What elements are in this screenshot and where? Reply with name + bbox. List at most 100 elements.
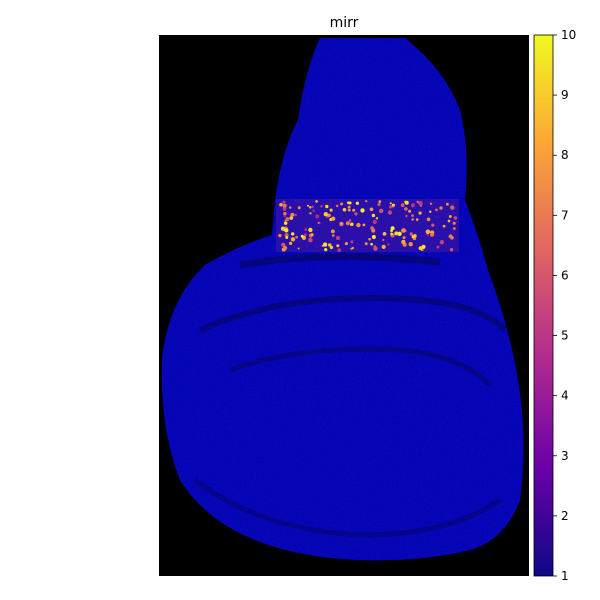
expression-cell <box>291 232 295 236</box>
expression-cell <box>340 222 343 225</box>
expression-cell <box>279 202 283 207</box>
expression-band-cells <box>278 200 458 253</box>
expression-cell <box>350 222 354 227</box>
expression-cell <box>415 218 419 221</box>
expression-cell <box>342 207 347 212</box>
expression-cell <box>373 246 378 251</box>
expression-cell <box>337 248 342 253</box>
expression-cell <box>335 204 339 208</box>
expression-cell <box>322 242 328 247</box>
tissue-fold-3 <box>193 478 502 538</box>
expression-cell <box>284 233 289 238</box>
colorbar-tick-label: 8 <box>561 148 569 162</box>
expression-cell <box>311 205 314 208</box>
expression-cell <box>418 211 422 215</box>
expression-cell <box>387 243 390 246</box>
expression-cell <box>362 223 366 227</box>
expression-cell <box>308 206 312 209</box>
colorbar-ticks: 1 2 3 4 5 6 7 8 9 10 <box>553 28 576 583</box>
expression-cell <box>436 245 440 249</box>
expression-cell <box>345 221 350 226</box>
expression-cell <box>411 203 415 208</box>
expression-cell <box>365 200 368 203</box>
expression-cell <box>416 200 419 203</box>
expression-cell <box>315 214 320 219</box>
expression-cell <box>350 240 354 244</box>
expression-cell <box>284 215 287 218</box>
expression-cell <box>282 203 287 208</box>
expression-cell <box>307 204 309 207</box>
expression-cell <box>350 247 353 250</box>
expression-cell <box>278 233 282 238</box>
expression-cell <box>371 228 376 233</box>
expression-cell <box>387 210 393 215</box>
expression-cell <box>303 233 307 237</box>
expression-cell <box>382 239 385 241</box>
expression-cell <box>401 239 406 245</box>
expression-cell <box>445 202 449 206</box>
expression-cell <box>352 208 356 212</box>
expression-cell <box>400 203 405 208</box>
expression-cell <box>288 206 292 209</box>
expression-cell <box>421 244 426 249</box>
expression-cell <box>308 227 313 233</box>
expression-cell <box>411 218 414 221</box>
expression-cell <box>429 202 433 205</box>
expression-cell <box>315 200 318 203</box>
expression-cell <box>347 205 351 209</box>
expression-cell <box>452 227 456 230</box>
tissue-fold-4 <box>239 253 441 269</box>
expression-cell <box>308 237 313 243</box>
colorbar-tick-label: 2 <box>561 509 569 523</box>
expression-cell <box>312 209 315 213</box>
expression-cell <box>389 205 393 209</box>
expression-cell <box>378 200 382 204</box>
expression-cell <box>323 212 328 217</box>
expression-cell <box>310 233 314 237</box>
expression-cell <box>297 247 300 250</box>
expression-cell <box>404 207 408 211</box>
expression-cell <box>453 216 458 220</box>
colorbar-tick-label: 4 <box>561 389 569 403</box>
expression-cell <box>381 244 386 249</box>
expression-cell <box>320 205 323 208</box>
expression-cell <box>439 240 445 245</box>
expression-cell <box>295 235 298 239</box>
expression-cell <box>285 217 290 222</box>
colorbar-tick-label: 5 <box>561 329 569 343</box>
expression-cell <box>378 208 384 214</box>
expression-cell <box>369 207 374 212</box>
expression-cell <box>439 206 443 210</box>
tissue-fold-2 <box>229 346 492 387</box>
expression-cell <box>401 228 406 233</box>
expression-cell <box>426 217 431 222</box>
colorbar-tick-label: 6 <box>561 268 569 282</box>
tissue-fold-1 <box>198 295 508 333</box>
expression-cell <box>281 247 286 252</box>
expression-cell <box>371 213 376 218</box>
expression-cell <box>389 202 392 205</box>
expression-cell <box>285 236 289 239</box>
expression-cell <box>390 232 394 236</box>
colorbar-tick-label: 1 <box>561 569 569 583</box>
expression-cell <box>409 232 413 236</box>
expression-cell <box>450 236 454 240</box>
expression-cell <box>297 206 301 210</box>
expression-cell <box>449 248 454 252</box>
colorbar-fill <box>533 34 554 577</box>
expression-cell <box>408 242 413 247</box>
expression-cell <box>360 208 365 213</box>
expression-cell <box>331 216 336 221</box>
expression-cell <box>283 212 287 216</box>
expression-cell <box>325 204 329 209</box>
expression-cell <box>371 234 376 240</box>
expression-cell <box>452 221 456 225</box>
expression-cell <box>408 209 412 213</box>
colorbar-tick-label: 7 <box>561 208 569 222</box>
expression-cell <box>329 208 333 212</box>
expression-cell <box>284 228 289 233</box>
expression-cell <box>429 210 432 213</box>
expression-cell <box>402 236 406 240</box>
expression-cell <box>304 228 308 231</box>
